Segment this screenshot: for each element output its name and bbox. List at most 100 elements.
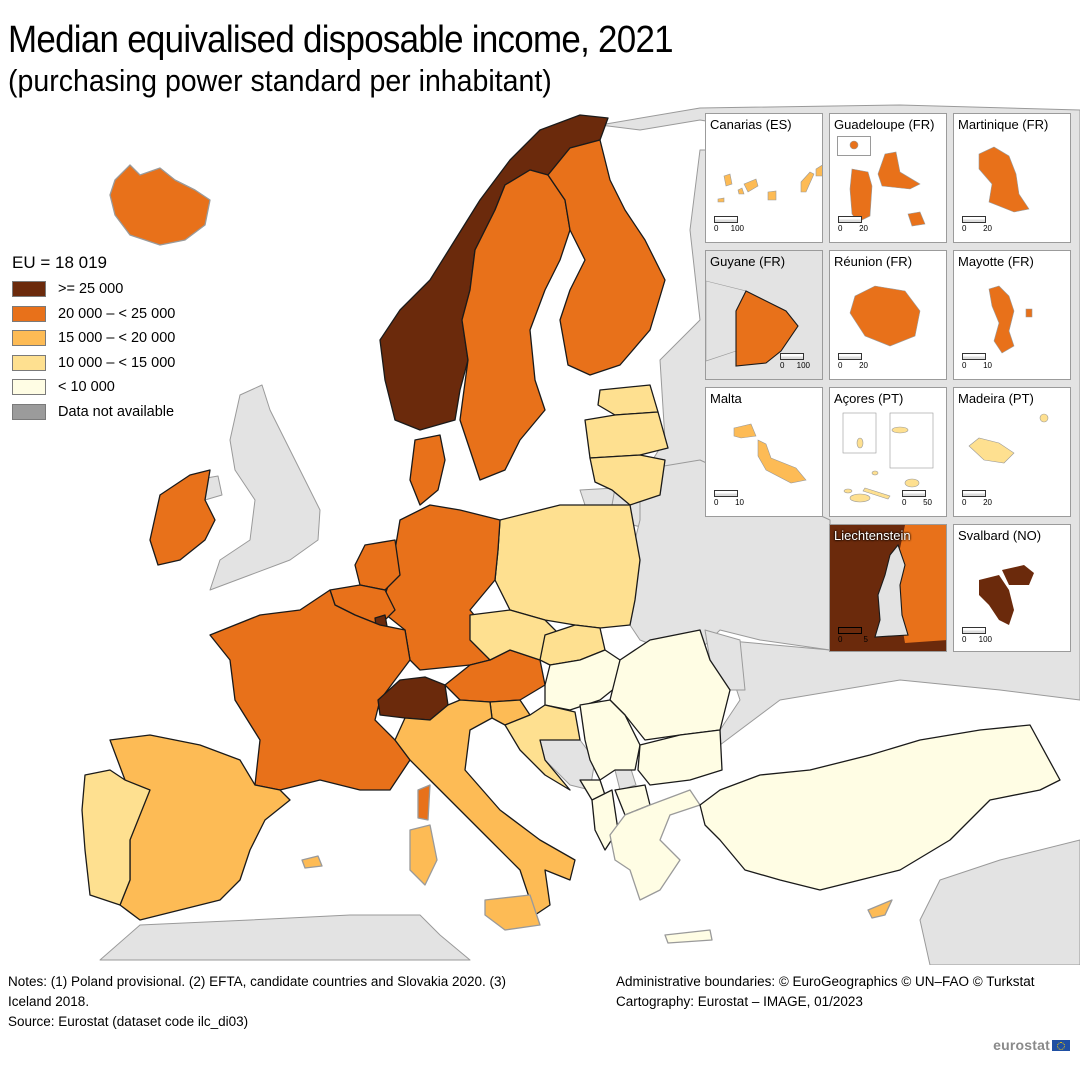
legend-item: Data not available bbox=[12, 400, 175, 425]
country-italy-sardinia bbox=[409, 824, 438, 886]
country-poland bbox=[494, 504, 641, 629]
legend-swatch bbox=[12, 379, 46, 396]
scale-bar: 0 50 bbox=[902, 490, 932, 507]
inset-guyane: Guyane (FR) 0 100 bbox=[705, 250, 823, 380]
region-kaliningrad bbox=[579, 487, 616, 506]
scale-bar: 0 10 bbox=[962, 353, 992, 370]
cartography-credit: Cartography: Eurostat – IMAGE, 01/2023 bbox=[616, 994, 863, 1009]
legend-swatch bbox=[12, 403, 46, 420]
inset-map bbox=[849, 140, 926, 227]
inset-label: Martinique (FR) bbox=[958, 117, 1049, 132]
legend-swatch bbox=[12, 305, 46, 322]
legend-item: 15 000 – < 20 000 bbox=[12, 326, 175, 351]
map-subtitle: (purchasing power standard per inhabitan… bbox=[8, 63, 552, 98]
country-italy-sicily bbox=[484, 894, 541, 931]
country-portugal bbox=[81, 769, 151, 906]
inset-canarias: Canarias (ES) 0 100 bbox=[705, 113, 823, 243]
legend-item: 10 000 – < 15 000 bbox=[12, 351, 175, 376]
inset-map bbox=[733, 423, 807, 484]
country-turkey bbox=[699, 724, 1061, 891]
legend-item: >= 25 000 bbox=[12, 277, 175, 302]
inset-map bbox=[706, 280, 799, 367]
inset-map bbox=[988, 285, 1033, 354]
country-spain-balearic bbox=[301, 855, 323, 869]
notes-text: Notes: (1) Poland provisional. (2) EFTA,… bbox=[8, 974, 507, 1009]
legend-label: < 10 000 bbox=[58, 379, 115, 396]
inset-mayotte: Mayotte (FR) 0 10 bbox=[953, 250, 1071, 380]
scale-bar: 0 20 bbox=[962, 216, 992, 233]
scale-bar: 0 10 bbox=[714, 490, 744, 507]
inset-label: Canarias (ES) bbox=[710, 117, 792, 132]
notes: Notes: (1) Poland provisional. (2) EFTA,… bbox=[8, 972, 528, 1032]
legend-eu-average: EU = 18 019 bbox=[12, 253, 107, 272]
country-cyprus bbox=[867, 899, 893, 919]
country-croatia bbox=[504, 704, 581, 791]
legend-label: 15 000 – < 20 000 bbox=[58, 330, 176, 347]
inset-acores: Açores (PT) 0 50 bbox=[829, 387, 947, 517]
country-bulgaria bbox=[637, 729, 723, 786]
inset-guadeloupe: Guadeloupe (FR) 0 20 bbox=[829, 113, 947, 243]
inset-svalbard: Svalbard (NO) 0 100 bbox=[953, 524, 1071, 652]
inset-label: Malta bbox=[710, 391, 742, 406]
inset-label: Guyane (FR) bbox=[710, 254, 786, 269]
country-italy bbox=[394, 699, 576, 916]
country-france-corsica bbox=[417, 784, 431, 821]
legend-label: 20 000 – < 25 000 bbox=[58, 305, 176, 322]
scale-bar: 0 20 bbox=[838, 353, 868, 370]
inset-map bbox=[849, 285, 921, 347]
locator-box bbox=[837, 136, 871, 156]
inset-map bbox=[978, 146, 1030, 213]
legend-label: 10 000 – < 15 000 bbox=[58, 354, 176, 371]
inset-label: Guadeloupe (FR) bbox=[834, 117, 935, 132]
country-greece bbox=[609, 789, 701, 901]
country-ireland bbox=[149, 469, 216, 566]
inset-map bbox=[968, 413, 1049, 464]
logo-text: eurostat bbox=[993, 1037, 1050, 1053]
legend-swatch bbox=[12, 330, 46, 347]
region-uk bbox=[209, 384, 321, 591]
region-middle-east bbox=[919, 839, 1080, 965]
legend-label: >= 25 000 bbox=[58, 281, 124, 298]
inset-map bbox=[874, 525, 946, 643]
country-lithuania bbox=[589, 454, 666, 506]
boundaries-credit: Administrative boundaries: © EuroGeograp… bbox=[616, 974, 1035, 989]
country-denmark bbox=[409, 434, 446, 506]
scale-bar: 0 20 bbox=[962, 490, 992, 507]
inset-madeira: Madeira (PT) 0 20 bbox=[953, 387, 1071, 517]
inset-label: Açores (PT) bbox=[834, 391, 904, 406]
inset-label: Madeira (PT) bbox=[958, 391, 1034, 406]
inset-martinique: Martinique (FR) 0 20 bbox=[953, 113, 1071, 243]
eurostat-logo: eurostat bbox=[993, 1037, 1070, 1053]
scale-bar: 0 100 bbox=[962, 627, 992, 644]
inset-malta: Malta 0 10 bbox=[705, 387, 823, 517]
scale-bar: 0 100 bbox=[714, 216, 744, 233]
source-text: Source: Eurostat (dataset code ilc_di03) bbox=[8, 1014, 249, 1029]
legend: EU = 18 019 >= 25 000 20 000 – < 25 000 … bbox=[12, 253, 175, 424]
scale-bar: 0 20 bbox=[838, 216, 868, 233]
legend-label: Data not available bbox=[58, 403, 175, 420]
inset-label: Réunion (FR) bbox=[834, 254, 913, 269]
inset-map bbox=[717, 164, 822, 203]
country-finland bbox=[547, 139, 666, 376]
country-latvia bbox=[584, 411, 669, 459]
inset-label: Svalbard (NO) bbox=[958, 528, 1042, 543]
country-sweden bbox=[459, 169, 571, 481]
inset-map bbox=[842, 412, 934, 503]
region-moldova bbox=[704, 629, 746, 691]
legend-swatch bbox=[12, 281, 46, 298]
country-iceland bbox=[109, 164, 211, 246]
scale-bar: 0 100 bbox=[780, 353, 810, 370]
country-greece-crete bbox=[664, 929, 713, 944]
country-serbia bbox=[579, 699, 641, 781]
inset-map bbox=[979, 565, 1034, 625]
legend-swatch bbox=[12, 354, 46, 371]
legend-item: < 10 000 bbox=[12, 375, 175, 400]
inset-label: Mayotte (FR) bbox=[958, 254, 1034, 269]
eu-flag-icon bbox=[1052, 1039, 1070, 1051]
country-netherlands bbox=[354, 539, 401, 591]
inset-reunion: Réunion (FR) 0 20 bbox=[829, 250, 947, 380]
legend-item: 20 000 – < 25 000 bbox=[12, 302, 175, 327]
map-title: Median equivalised disposable income, 20… bbox=[8, 19, 674, 61]
